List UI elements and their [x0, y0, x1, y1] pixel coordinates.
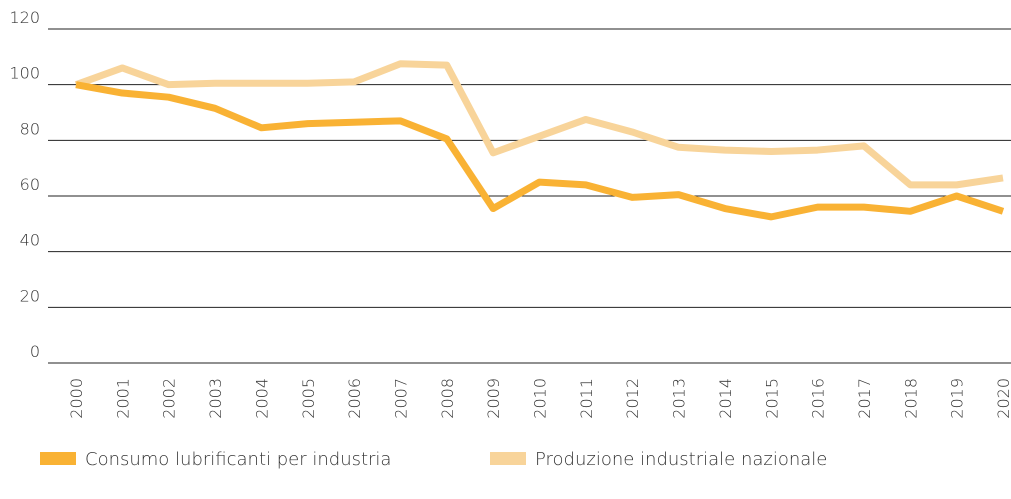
x-tick-label: 2020 [994, 378, 1011, 419]
y-tick-label: 20 [20, 286, 40, 305]
x-tick-label: 2013 [670, 378, 689, 419]
y-tick-label: 80 [20, 119, 40, 138]
x-tick-label: 2006 [345, 378, 364, 419]
x-tick-label: 2004 [252, 378, 271, 419]
x-tick-label: 2000 [67, 378, 86, 419]
x-tick-label: 2010 [531, 378, 550, 419]
legend-label: Produzione industriale nazionale [535, 449, 827, 470]
x-tick-label: 2005 [299, 378, 318, 419]
x-tick-label: 2019 [948, 378, 967, 419]
x-tick-label: 2001 [113, 378, 132, 419]
x-tick-label: 2014 [716, 378, 735, 419]
x-tick-label: 2017 [855, 378, 874, 419]
legend-swatch [490, 452, 526, 465]
x-tick-label: 2007 [391, 378, 410, 419]
legend-swatch [40, 452, 76, 465]
line-series [75, 81, 1005, 221]
x-tick-label: 2015 [762, 378, 781, 419]
x-tick-label: 2003 [206, 378, 225, 419]
legend-label: Consumo lubrificanti per industria [85, 449, 391, 470]
x-tick-label: 2011 [577, 378, 596, 419]
x-tick-label: 2012 [623, 378, 642, 419]
y-tick-label: 100 [9, 64, 40, 83]
line-series [74, 60, 1004, 189]
y-tick-label: 60 [20, 175, 40, 194]
x-tick-label: 2002 [160, 378, 179, 419]
y-tick-label: 0 [30, 342, 40, 361]
y-tick-label: 120 [9, 8, 40, 27]
y-tick-label: 40 [20, 231, 40, 250]
x-tick-label: 2008 [438, 378, 457, 419]
x-tick-label: 2018 [901, 378, 920, 419]
x-tick-label: 2016 [809, 378, 828, 419]
x-tick-label: 2009 [484, 378, 503, 419]
